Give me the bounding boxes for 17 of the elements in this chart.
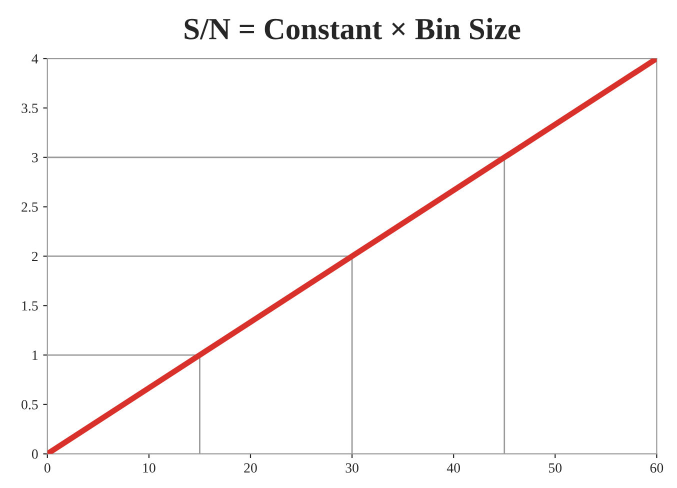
y-tick-label: 2: [32, 252, 38, 262]
x-tick-label: 10: [143, 463, 156, 473]
y-tick-label: 1: [32, 350, 38, 360]
x-tick-label: 0: [44, 463, 50, 473]
y-tick-label: 0.5: [22, 400, 38, 410]
y-tick-label: 4: [32, 54, 38, 64]
y-tick-label: 3: [32, 153, 38, 162]
y-tick-label: 2.5: [22, 202, 38, 212]
x-tick-label: 40: [446, 463, 460, 473]
x-tick-label: 60: [650, 463, 664, 473]
x-tick-label: 50: [549, 463, 562, 473]
x-tick-label: 30: [346, 463, 358, 473]
x-tick-label: 20: [244, 463, 257, 473]
y-tick-label: 3.5: [22, 104, 38, 113]
chart-title: S/N = Constant × Bin Size: [184, 18, 520, 40]
y-tick-label: 0: [32, 449, 38, 459]
y-tick-label: 1.5: [22, 301, 38, 311]
